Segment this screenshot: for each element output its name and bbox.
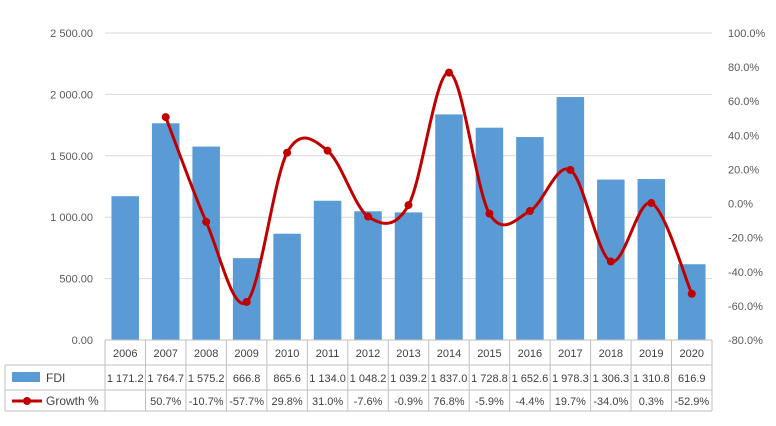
growth-point [525, 207, 534, 216]
growth-value-cell: -7.6% [354, 396, 383, 408]
category-label: 2008 [194, 348, 218, 360]
left-tick-label: 0.00 [72, 335, 93, 347]
growth-value-cell: 76.8% [433, 396, 464, 408]
category-label: 2012 [356, 348, 380, 360]
category-label: 2006 [113, 348, 137, 360]
category-label: 2019 [639, 348, 663, 360]
category-label: 2017 [558, 348, 582, 360]
growth-point [161, 113, 170, 122]
category-label: 2007 [153, 348, 177, 360]
data-table: 2006 2007 2008 2009 2010 2011 2012 2013 2014 2015… [4, 339, 713, 412]
fdi-bar [475, 127, 504, 340]
growth-point [485, 209, 494, 218]
category-label: 2018 [599, 348, 623, 360]
fdi-bar [313, 200, 342, 340]
fdi-bar [111, 196, 139, 340]
fdi-value-cell: 1 048.2 [350, 373, 387, 385]
growth-value-cell: -5.9% [475, 396, 504, 408]
fdi-value-cell: 1 728.8 [471, 373, 508, 385]
category-label: 2014 [437, 348, 461, 360]
fdi-value-cell: 666.8 [233, 373, 261, 385]
fdi-value-cell: 1 306.3 [592, 373, 629, 385]
category-label: 2015 [477, 348, 501, 360]
growth-value-cell: 31.0% [312, 396, 343, 408]
right-tick-label: -20.0% [728, 233, 763, 245]
growth-value-cell: -34.0% [593, 396, 628, 408]
growth-point [687, 289, 696, 298]
growth-legend-marker [23, 397, 31, 405]
growth-value-cell: 0.3% [639, 396, 664, 408]
right-tick-label: 60.0% [728, 96, 759, 108]
fdi-value-cell: 616.9 [678, 373, 706, 385]
right-axis: -80.0% -60.0% -40.0% -20.0% 0.0% 20.0% 40.0% 60… [728, 28, 766, 347]
fdi-value-cell: 1 171.2 [107, 373, 144, 385]
growth-point [606, 257, 615, 266]
left-tick-label: 2 500.00 [50, 28, 93, 40]
right-tick-label: 100.0% [728, 28, 766, 40]
growth-point [323, 146, 332, 155]
growth-point [283, 148, 292, 157]
category-label: 2016 [518, 348, 542, 360]
growth-point [364, 212, 373, 221]
left-tick-label: 1 000.00 [50, 212, 93, 224]
growth-point [566, 165, 575, 174]
fdi-bar [435, 114, 463, 340]
growth-point [444, 68, 453, 77]
fdi-value-cell: 1 978.3 [552, 373, 589, 385]
growth-value-cell: 19.7% [555, 396, 586, 408]
growth-point [647, 199, 656, 208]
category-label: 2009 [234, 348, 258, 360]
right-tick-label: -40.0% [728, 267, 763, 279]
left-tick-label: 1 500.00 [50, 151, 93, 163]
growth-point [404, 201, 413, 210]
fdi-bar [151, 123, 180, 341]
fdi-value-cell: 1 310.8 [633, 373, 670, 385]
fdi-legend-label: FDI [46, 371, 65, 385]
fdi-value-cell: 1 652.6 [512, 373, 549, 385]
fdi-bar [354, 211, 382, 340]
category-label: 2010 [275, 348, 299, 360]
fdi-legend-swatch [12, 372, 40, 382]
right-tick-label: -60.0% [728, 301, 763, 313]
growth-value-cell: 29.8% [271, 396, 302, 408]
growth-point [202, 217, 211, 226]
fdi-value-cell: 1 134.0 [309, 373, 346, 385]
fdi-value-cell: 865.6 [273, 373, 301, 385]
growth-value-cell: -52.9% [674, 396, 709, 408]
category-label: 2011 [316, 348, 340, 360]
growth-point [242, 297, 251, 306]
fdi-bar [394, 212, 423, 340]
fdi-bar [678, 264, 706, 340]
left-axis: 0.00 500.00 1 000.00 1 500.00 2 000.00 2 500.… [50, 28, 93, 347]
right-tick-label: 40.0% [728, 130, 759, 142]
fdi-bar [556, 97, 585, 340]
fdi-value-cell: 1 837.0 [431, 373, 468, 385]
left-tick-label: 2 000.00 [50, 89, 93, 101]
fdi-bars [111, 97, 706, 341]
right-tick-label: 80.0% [728, 62, 759, 74]
growth-line [161, 68, 696, 306]
right-tick-label: -80.0% [728, 335, 763, 347]
growth-legend-label: Growth % [46, 394, 99, 408]
growth-value-cell: -10.7% [189, 396, 224, 408]
fdi-value-cell: 1 764.7 [147, 373, 184, 385]
fdi-value-cell: 1 039.2 [390, 373, 427, 385]
growth-value-cell: 50.7% [150, 396, 181, 408]
category-label: 2020 [680, 348, 704, 360]
left-tick-label: 500.00 [59, 274, 93, 286]
fdi-bar [516, 137, 544, 340]
right-tick-label: 20.0% [728, 164, 759, 176]
right-tick-label: 0.0% [728, 199, 753, 211]
growth-value-cell: -0.9% [394, 396, 423, 408]
growth-value-cell: -4.4% [516, 396, 545, 408]
category-label: 2013 [396, 348, 420, 360]
growth-value-cell: -57.7% [229, 396, 264, 408]
fdi-value-cell: 1 575.2 [188, 373, 225, 385]
fdi-bar [273, 233, 301, 340]
